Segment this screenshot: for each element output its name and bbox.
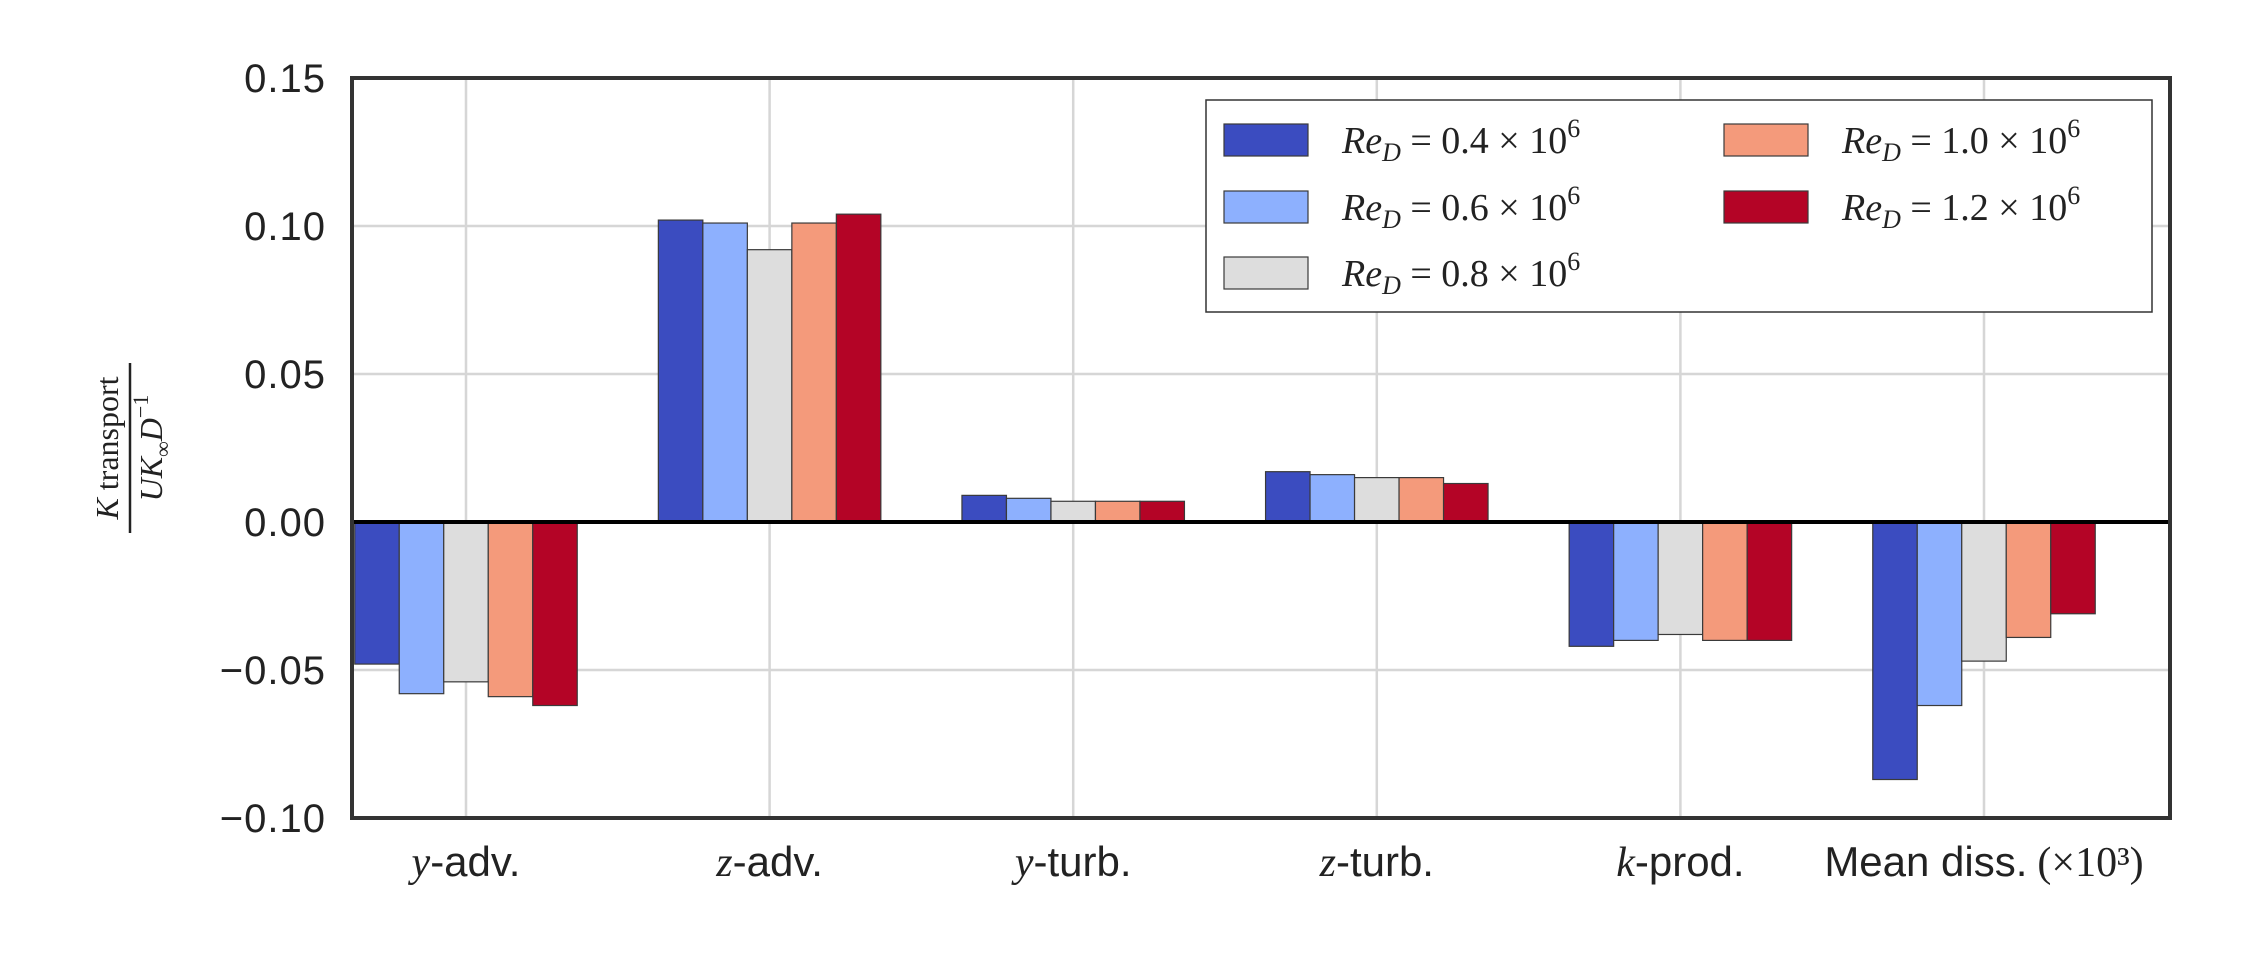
legend-box [1205, 99, 2153, 313]
legend-label: ReD = 1.2 × 106 [1841, 181, 2080, 234]
bar [1398, 477, 1445, 523]
bar [2005, 521, 2052, 639]
x-tick-label: z-adv. [715, 838, 823, 886]
bar [702, 222, 748, 523]
y-tick-label: −0.05 [220, 649, 326, 693]
y-tick-labels: 0.15 0.10 0.05 0.00 −0.05 −0.10 [220, 57, 326, 841]
x-tick-labels: y-adv. z-adv. y-turb. z-turb. k-prod. Mean di… [408, 838, 2144, 886]
legend-swatch [1723, 123, 1809, 157]
plot-frame [350, 76, 2172, 820]
bar [1353, 477, 1400, 523]
bar [354, 521, 400, 665]
y-tick-label: 0.10 [244, 205, 326, 249]
y-tick-label: −0.10 [220, 797, 326, 841]
legend-label: ReD = 1.0 × 106 [1841, 114, 2080, 167]
bar [487, 521, 534, 698]
bar [1050, 500, 1097, 523]
bar [532, 521, 578, 707]
bar [1613, 521, 1659, 642]
bar [1139, 500, 1186, 523]
legend-label: ReD = 0.6 × 106 [1341, 181, 1580, 234]
bar [1702, 521, 1748, 642]
bar [1094, 500, 1141, 523]
bar [961, 494, 1008, 523]
bar [398, 521, 445, 695]
bar [1872, 521, 1918, 781]
legend-swatch [1223, 123, 1309, 157]
bar [1264, 471, 1311, 523]
bar [1005, 497, 1052, 523]
bar [1746, 521, 1793, 642]
y-tick-label: 0.05 [244, 353, 326, 397]
y-tick-label: 0.15 [244, 57, 326, 101]
y-label-fraction: Ktransport UK∞D−1 [89, 363, 175, 533]
bar [657, 219, 704, 523]
legend-swatch [1223, 190, 1309, 224]
y-tick-label: 0.00 [244, 501, 326, 545]
x-tick-label: y-turb. [1011, 838, 1132, 886]
bars [354, 213, 2096, 781]
bar [1309, 474, 1356, 523]
bar [791, 222, 837, 523]
bar [1568, 521, 1615, 647]
y-label-denominator: UK∞D−1 [128, 395, 175, 502]
x-tick-label: z-turb. [1319, 838, 1434, 886]
y-axis-label: Ktransport UK∞D−1 [89, 363, 175, 533]
bar [1657, 521, 1704, 636]
bar [1442, 482, 1489, 523]
legend-label: ReD = 0.8 × 106 [1341, 247, 1580, 300]
legend-swatch [1223, 256, 1309, 290]
x-tick-label: Mean diss. (×10³) [1824, 838, 2143, 886]
bar [746, 249, 793, 523]
bar [443, 521, 489, 683]
legend-label: ReD = 0.4 × 106 [1341, 114, 1580, 167]
bar [1916, 521, 1963, 707]
y-label-numerator: Ktransport [89, 376, 125, 520]
bar [2050, 521, 2096, 615]
legend-swatch [1723, 190, 1809, 224]
bar [1961, 521, 2007, 662]
legend: ReD = 0.4 × 106 ReD = 0.6 × 106 ReD = 0.8 … [1205, 99, 2153, 313]
x-tick-label: k-prod. [1616, 838, 1744, 886]
bar [835, 213, 882, 523]
x-tick-label: y-adv. [408, 838, 521, 886]
